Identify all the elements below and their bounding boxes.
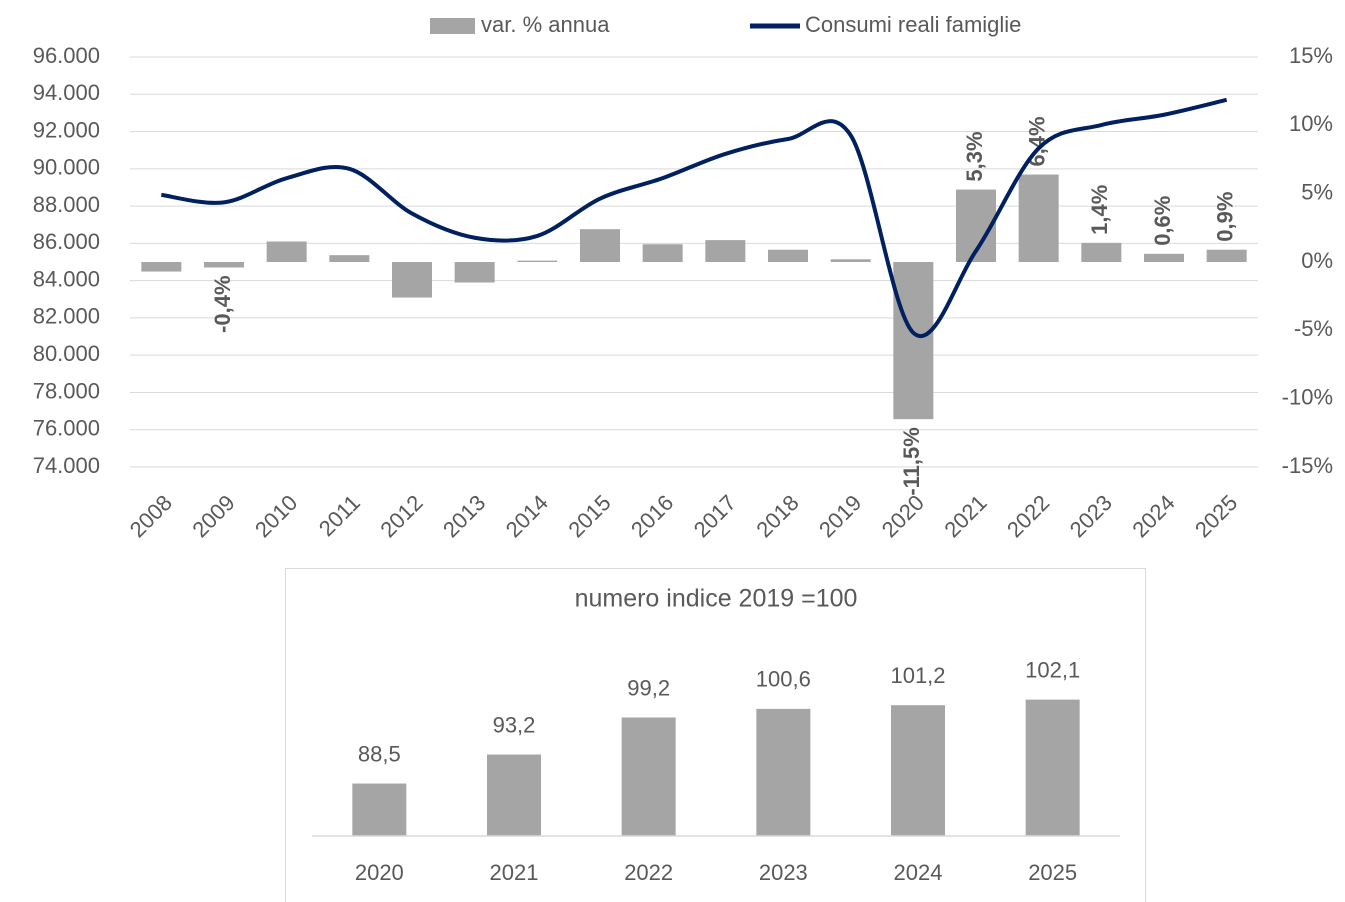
x-tick-label: 2015 [563,490,615,542]
bar [352,783,407,836]
y2-tick-label: 10% [1289,111,1333,136]
bar [642,244,683,262]
data-label: 99,2 [627,675,670,700]
x-tick-label: 2021 [490,860,539,885]
y-tick-label: 88.000 [33,192,100,217]
y-tick-label: 74.000 [33,453,100,478]
bar [266,241,307,262]
y2-tick-label: 15% [1289,43,1333,68]
bar [141,262,182,272]
bar [621,717,676,836]
x-tick-label: 2025 [1028,860,1077,885]
bar [1081,242,1122,262]
x-tick-label: 2022 [624,860,673,885]
y-tick-label: 90.000 [33,155,100,180]
bar [329,255,370,262]
x-tick-label: 2019 [814,490,866,542]
bar [454,262,495,283]
bar [392,262,432,298]
x-tick-label: 2011 [314,490,365,541]
y-tick-label: 86.000 [33,229,100,254]
y-tick-label: 94.000 [33,80,100,105]
data-label: 88,5 [358,741,401,766]
x-tick-label: 2022 [1002,490,1054,542]
inset-frame [285,568,1146,902]
legend-label: var. % annua [481,12,610,37]
legend-swatch [430,18,475,34]
y2-tick-label: 5% [1301,179,1333,204]
bar [705,240,746,262]
x-tick-label: 2020 [355,860,404,885]
x-tick-label: 2024 [1127,490,1179,542]
x-tick-label: 2014 [501,490,553,542]
x-tick-label: 2023 [1065,490,1117,542]
x-tick-label: 2021 [939,490,991,542]
bar [893,262,934,420]
y2-tick-label: 0% [1301,248,1333,273]
x-tick-label: 2025 [1190,490,1242,542]
y-tick-label: 84.000 [33,266,100,291]
data-label: -11,5% [899,427,924,496]
x-tick-label: 2010 [250,490,302,542]
bar [1018,174,1059,262]
bar [830,259,871,262]
bar [1144,253,1184,262]
bar [1025,699,1080,836]
y-tick-label: 96.000 [33,43,100,68]
x-tick-label: 2012 [375,490,427,542]
legend-label: Consumi reali famiglie [805,12,1021,37]
bar [487,754,541,836]
data-label: 1,4% [1087,185,1112,235]
x-tick-label: 2013 [438,490,490,542]
x-tick-label: 2024 [894,860,943,885]
y2-tick-label: -10% [1282,384,1333,409]
bar [1206,249,1247,262]
inset-title: numero indice 2019 =100 [575,585,858,613]
y-tick-label: 92.000 [33,117,100,142]
x-tick-label: 2016 [626,490,678,542]
x-tick-label: 2008 [125,490,177,542]
x-tick-label: 2009 [187,490,239,542]
x-tick-label: 2020 [877,490,929,542]
bar [580,229,620,262]
bar [756,708,811,836]
x-tick-label: 2017 [689,490,741,542]
bar [517,260,558,262]
x-tick-label: 2018 [751,490,803,542]
x-tick-label: 2023 [759,860,808,885]
data-label: 0,9% [1212,192,1237,242]
bar [891,705,945,836]
data-label: 102,1 [1025,657,1080,682]
data-label: 100,6 [756,667,811,692]
y-tick-label: 82.000 [33,304,100,329]
line [161,97,1228,338]
data-label: 5,3% [962,131,987,181]
y-tick-label: 80.000 [33,341,100,366]
y2-tick-label: -5% [1294,316,1333,341]
bar [204,262,244,268]
data-label: 93,2 [493,712,536,737]
y2-tick-label: -15% [1282,453,1333,478]
y-tick-label: 78.000 [33,378,100,403]
data-label: -0,4% [210,275,235,332]
data-label: 101,2 [890,663,945,688]
bar [768,249,808,262]
y-tick-label: 76.000 [33,416,100,441]
data-label: 0,6% [1150,196,1175,246]
